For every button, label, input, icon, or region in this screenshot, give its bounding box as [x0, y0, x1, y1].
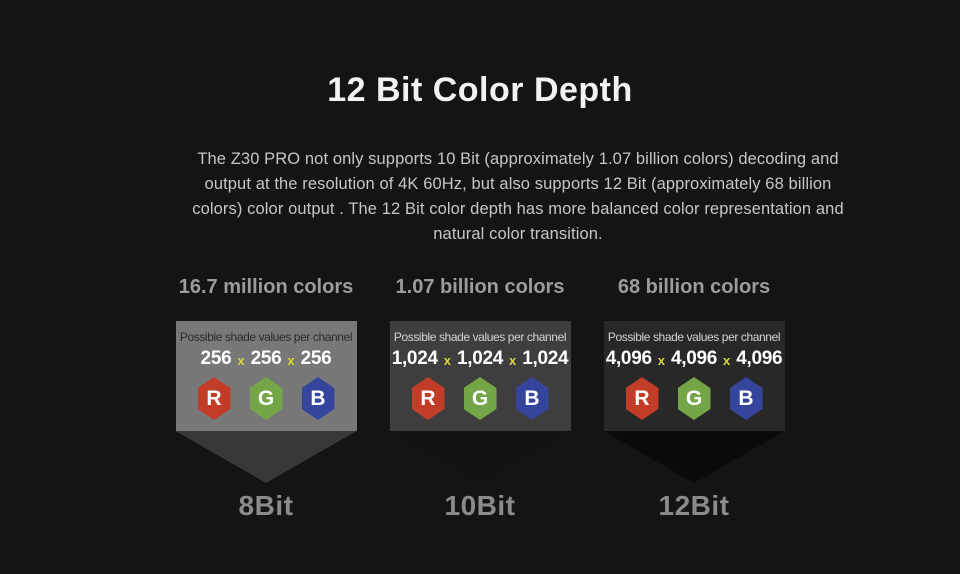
shade-value: 4,096 [670, 348, 718, 369]
blue-hexagon: B [301, 377, 335, 420]
bit-depth-label: 8Bit [238, 490, 294, 521]
multiply-symbol: x [237, 352, 245, 368]
shade-values-row: 4,096 x 4,096 x 4,096 [604, 348, 785, 370]
shade-value: 1,024 [391, 348, 438, 369]
multiply-symbol: x [443, 352, 451, 368]
funnel-triangle [389, 431, 571, 483]
shade-value: 1,024 [522, 348, 569, 369]
multiply-symbol: x [723, 352, 731, 368]
red-hexagon: R [625, 377, 659, 420]
shade-value: 1,024 [456, 348, 504, 369]
blue-hexagon: B [515, 377, 549, 420]
shade-card: Possible shade values per channel 4,096 … [603, 321, 785, 431]
channel-letter: B [524, 386, 540, 410]
shade-value: 256 [200, 348, 232, 369]
red-hexagon: R [411, 377, 445, 420]
shade-card: Possible shade values per channel 256 x … [175, 321, 357, 431]
colors-count-label: 1.07 billion colors [395, 276, 565, 298]
green-hexagon: G [463, 377, 497, 420]
shade-value: 256 [250, 348, 282, 369]
color-depth-column-8bit: 16.7 million colors Possible shade value… [175, 275, 357, 522]
multiply-symbol: x [287, 352, 295, 368]
colors-count-label: 68 billion colors [617, 276, 771, 298]
channel-letter: B [738, 386, 754, 410]
page-title: 12 Bit Color Depth [327, 71, 633, 109]
channel-letter: G [257, 386, 275, 410]
rgb-hexagons: R G B [604, 377, 785, 420]
color-depth-comparison: 16.7 million colors Possible shade value… [0, 275, 960, 522]
shade-values-row: 256 x 256 x 256 [176, 348, 357, 370]
funnel-triangle [603, 431, 785, 483]
rgb-hexagons: R G B [390, 377, 571, 420]
multiply-symbol: x [509, 352, 517, 368]
shade-value: 4,096 [736, 348, 783, 369]
channel-letter: G [685, 386, 703, 410]
bit-depth-label: 12Bit [658, 490, 730, 521]
channel-letter: R [420, 386, 436, 410]
green-hexagon: G [249, 377, 283, 420]
channel-letter: R [634, 386, 650, 410]
channel-letter: R [206, 386, 222, 410]
shade-card-label: Possible shade values per channel [607, 330, 781, 344]
shade-card: Possible shade values per channel 1,024 … [389, 321, 571, 431]
funnel-triangle [175, 431, 357, 483]
shade-card-label: Possible shade values per channel [179, 330, 353, 344]
shade-card-label: Possible shade values per channel [393, 330, 567, 344]
color-depth-column-12bit: 68 billion colors Possible shade values … [603, 275, 785, 522]
channel-letter: G [471, 386, 489, 410]
multiply-symbol: x [657, 352, 665, 368]
rgb-hexagons: R G B [176, 377, 357, 420]
shade-values-row: 1,024 x 1,024 x 1,024 [390, 348, 571, 370]
description-text: The Z30 PRO not only supports 10 Bit (ap… [192, 150, 844, 243]
blue-hexagon: B [729, 377, 763, 420]
colors-count-label: 16.7 million colors [178, 276, 354, 298]
shade-value: 256 [300, 348, 332, 369]
shade-value: 4,096 [605, 348, 652, 369]
green-hexagon: G [677, 377, 711, 420]
bit-depth-label: 10Bit [444, 490, 516, 521]
red-hexagon: R [197, 377, 231, 420]
channel-letter: B [310, 386, 326, 410]
color-depth-column-10bit: 1.07 billion colors Possible shade value… [389, 275, 571, 522]
